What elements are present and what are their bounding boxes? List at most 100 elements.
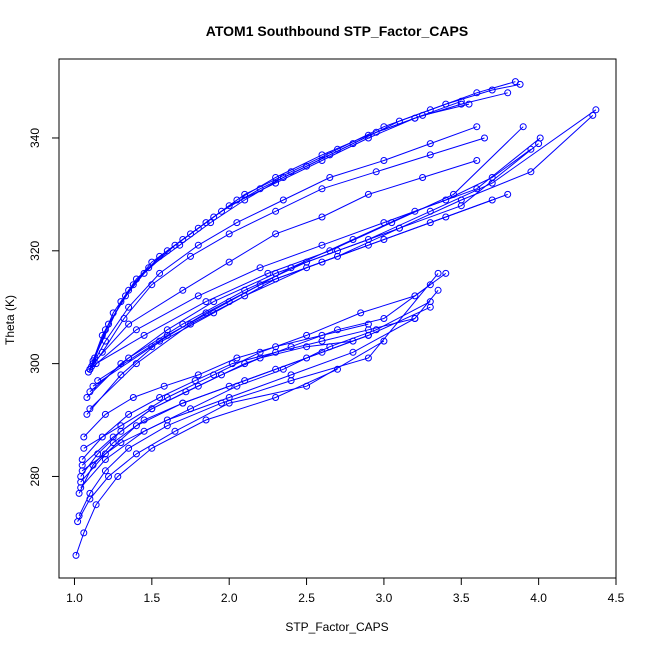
x-tick-label: 2.0 — [221, 591, 238, 605]
series — [84, 134, 488, 376]
y-axis: 280 300 320 340 — [28, 128, 60, 486]
series-line — [92, 160, 477, 364]
x-tick-label: 3.5 — [453, 591, 470, 605]
data-point — [457, 97, 465, 105]
data-point — [80, 529, 88, 537]
data-point — [218, 207, 225, 215]
data-point — [86, 405, 94, 413]
data-point — [210, 371, 218, 379]
data-point — [272, 174, 280, 181]
series — [77, 303, 434, 486]
data-point — [349, 236, 357, 243]
y-tick-label: 300 — [28, 353, 42, 373]
series — [86, 196, 496, 413]
data-point — [527, 168, 535, 176]
x-axis-label: STP_Factor_CAPS — [285, 620, 388, 634]
data-point — [98, 348, 106, 356]
series-layer — [72, 78, 600, 559]
series — [80, 320, 372, 441]
data-point — [179, 399, 187, 407]
data-point — [527, 145, 535, 153]
data-point — [504, 89, 512, 97]
data-point — [117, 298, 125, 306]
data-point — [434, 286, 442, 294]
data-point — [465, 100, 473, 108]
data-point — [380, 157, 388, 164]
data-point — [473, 157, 481, 164]
series-line — [86, 193, 508, 415]
data-point — [442, 269, 450, 277]
data-point — [504, 190, 512, 198]
data-point — [86, 365, 94, 373]
data-point — [426, 281, 434, 289]
series-line — [83, 272, 447, 449]
data-point — [171, 427, 179, 435]
data-point — [125, 303, 133, 311]
data-point — [372, 168, 380, 176]
data-point — [225, 258, 233, 266]
data-point — [129, 281, 137, 289]
data-point — [109, 439, 117, 447]
data-point — [287, 264, 295, 272]
data-point — [98, 433, 106, 441]
data-point — [148, 444, 156, 452]
series-line — [92, 100, 462, 362]
series-line — [75, 368, 338, 556]
data-point — [132, 450, 140, 458]
data-point — [218, 371, 225, 379]
data-point — [589, 111, 597, 119]
data-point — [233, 219, 241, 227]
data-point — [225, 202, 233, 210]
data-point — [101, 337, 109, 345]
data-point — [187, 252, 194, 260]
data-point — [233, 354, 241, 362]
series — [83, 140, 543, 401]
data-point — [334, 365, 341, 373]
data-point — [488, 179, 496, 187]
data-point — [83, 394, 91, 401]
data-point — [101, 410, 109, 418]
data-point — [194, 292, 202, 300]
data-point — [80, 433, 88, 441]
data-point — [105, 473, 112, 480]
data-point — [426, 303, 434, 311]
data-point — [473, 185, 481, 193]
data-point — [419, 174, 427, 181]
x-tick-label: 4.5 — [608, 591, 625, 605]
data-point — [536, 134, 544, 142]
data-point — [83, 410, 91, 418]
data-point — [122, 292, 129, 300]
data-point — [488, 86, 496, 94]
data-point — [140, 331, 148, 339]
data-point — [148, 281, 156, 289]
data-point — [380, 337, 388, 345]
data-point — [380, 315, 388, 322]
series-line — [89, 103, 470, 370]
data-point — [287, 377, 295, 385]
data-point — [241, 196, 249, 204]
data-point — [145, 264, 153, 272]
data-point — [194, 371, 202, 379]
data-point — [272, 207, 280, 215]
data-point — [132, 326, 140, 334]
data-point — [372, 326, 380, 334]
data-point — [140, 269, 148, 277]
series — [89, 97, 465, 365]
data-point — [125, 410, 133, 418]
data-point — [92, 360, 100, 368]
data-point — [272, 348, 280, 356]
series — [86, 100, 473, 373]
chart-title: ATOM1 Southbound STP_Factor_CAPS — [206, 23, 468, 39]
data-point — [194, 241, 202, 249]
data-point — [241, 377, 249, 385]
data-point — [481, 134, 488, 142]
data-point — [318, 241, 326, 249]
data-point — [272, 230, 280, 238]
data-point — [129, 394, 137, 401]
data-point — [457, 100, 465, 108]
data-point — [125, 444, 133, 452]
data-point — [120, 315, 128, 322]
data-point — [519, 123, 527, 131]
data-point — [228, 360, 236, 368]
